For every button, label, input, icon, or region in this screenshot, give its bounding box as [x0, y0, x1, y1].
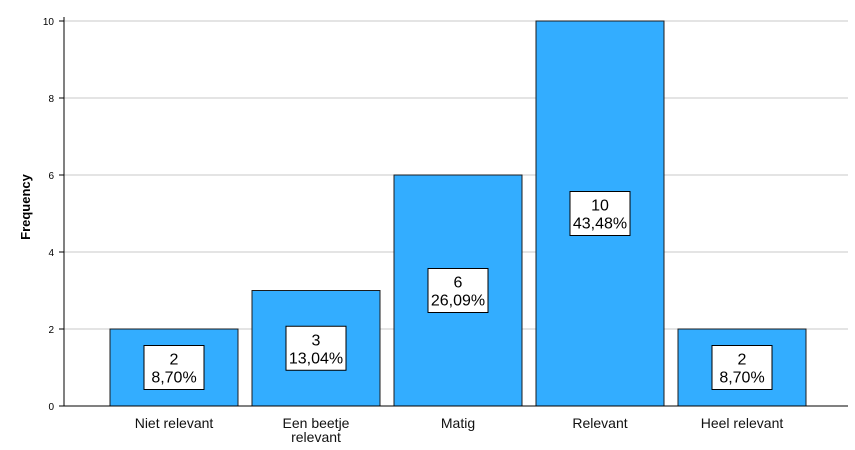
- data-label: 313,04%: [285, 325, 347, 371]
- y-axis-ticks: 0 2 4 6 8 10: [43, 17, 64, 413]
- data-label-box: [285, 325, 347, 371]
- y-tick-label: 2: [48, 325, 54, 336]
- data-label-percent: 8,70%: [151, 370, 196, 387]
- y-tick-label: 4: [48, 248, 54, 259]
- x-category-label: Relevant: [572, 415, 627, 431]
- axes: [63, 17, 848, 407]
- data-label-percent: 43,48%: [573, 216, 627, 233]
- data-label-count: 6: [454, 275, 463, 292]
- x-category-label: Matig: [441, 415, 475, 431]
- y-tick-label: 8: [48, 94, 54, 105]
- y-tick-label: 0: [48, 402, 54, 413]
- data-label-percent: 8,70%: [719, 370, 764, 387]
- x-category-label: relevant: [291, 429, 341, 445]
- y-tick-label: 10: [43, 17, 55, 28]
- data-label-count: 2: [738, 352, 747, 369]
- x-category-label: Heel relevant: [701, 415, 784, 431]
- bars: [109, 20, 807, 407]
- data-label-count: 10: [591, 198, 609, 215]
- data-label: 626,09%: [427, 268, 489, 313]
- x-category-label: Niet relevant: [135, 415, 214, 431]
- y-tick-label: 6: [48, 171, 54, 182]
- data-label-percent: 13,04%: [289, 350, 343, 367]
- data-label-box: [143, 345, 205, 390]
- data-label-box: [427, 268, 489, 313]
- data-label-box: [711, 345, 773, 390]
- data-label-count: 2: [170, 352, 179, 369]
- data-label-percent: 26,09%: [431, 293, 485, 310]
- data-label-box: [569, 191, 631, 236]
- data-label-count: 3: [312, 332, 321, 349]
- x-category-label: Een beetje: [283, 415, 350, 431]
- data-label: 28,70%: [711, 345, 773, 390]
- y-axis-title: Frequency: [18, 173, 33, 240]
- data-label: 28,70%: [143, 345, 205, 390]
